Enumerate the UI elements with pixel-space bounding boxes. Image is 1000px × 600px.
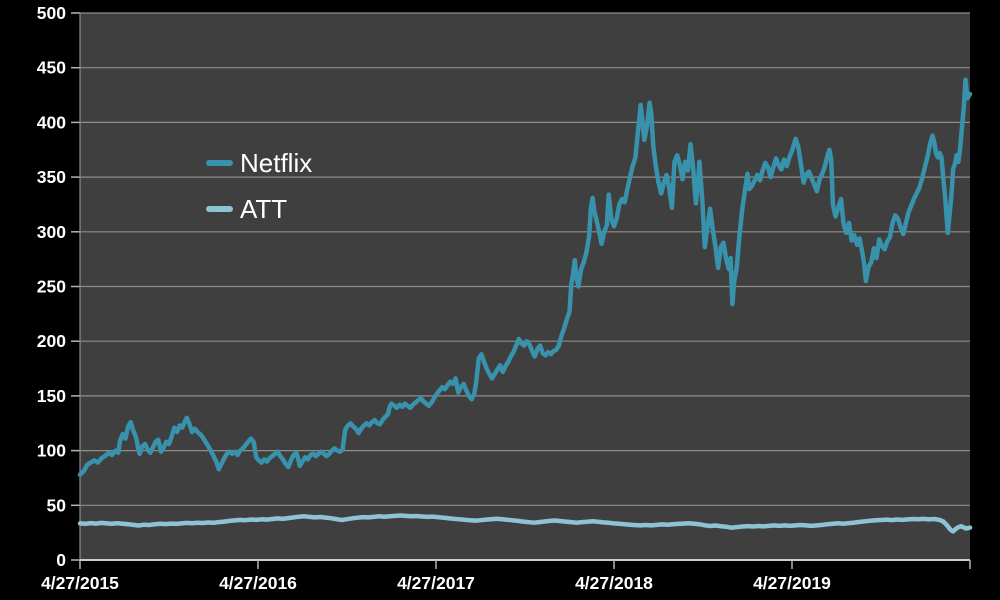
y-tick-label-450: 450 bbox=[37, 58, 66, 78]
y-tick-label-400: 400 bbox=[37, 112, 66, 132]
y-tick-label-200: 200 bbox=[37, 331, 66, 351]
netflix-series-line bbox=[77, 77, 973, 477]
y-tick-label-300: 300 bbox=[37, 222, 66, 242]
x-tick-label-1: 4/27/2016 bbox=[219, 573, 297, 593]
y-tick-label-50: 50 bbox=[47, 495, 67, 515]
netflix-line-swatch bbox=[206, 160, 233, 166]
chart-legend: Netflix ATT bbox=[206, 140, 312, 232]
y-tick-label-0: 0 bbox=[56, 550, 66, 570]
x-tick-label-2: 4/27/2017 bbox=[397, 573, 475, 593]
x-tick-label-4: 4/27/2019 bbox=[753, 573, 831, 593]
y-tick-label-100: 100 bbox=[37, 441, 66, 461]
legend-item-att: ATT bbox=[206, 186, 312, 232]
y-tick-label-250: 250 bbox=[37, 277, 66, 297]
y-tick-label-350: 350 bbox=[37, 167, 66, 187]
legend-label-att: ATT bbox=[240, 194, 288, 224]
x-tick-label-3: 4/27/2018 bbox=[575, 573, 653, 593]
att-line-swatch bbox=[206, 206, 233, 212]
y-tick-label-500: 500 bbox=[37, 3, 66, 23]
att-series-line bbox=[77, 513, 973, 534]
y-tick-label-150: 150 bbox=[37, 386, 66, 406]
legend-item-netflix: Netflix bbox=[206, 140, 312, 186]
legend-label-netflix: Netflix bbox=[240, 148, 313, 178]
x-tick-label-0: 4/27/2015 bbox=[41, 573, 119, 593]
